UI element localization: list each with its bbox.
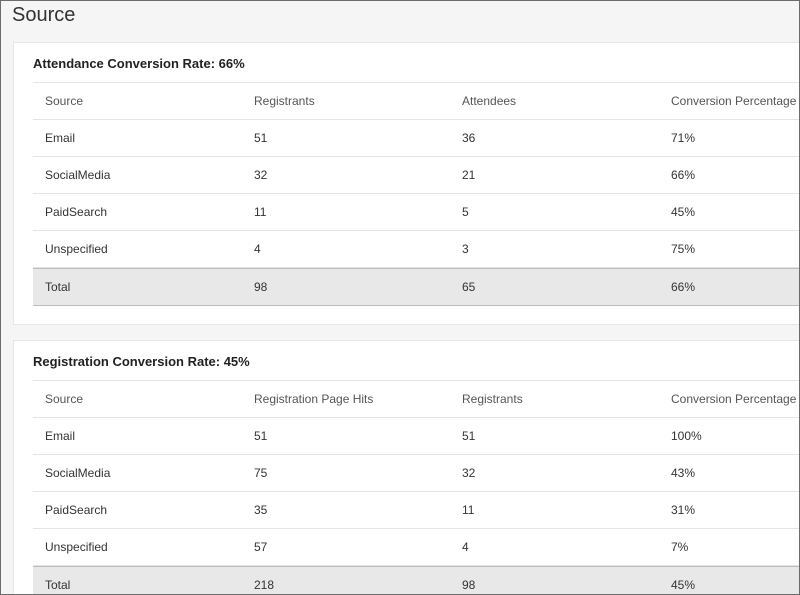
total-attendees: 65 bbox=[462, 280, 476, 294]
table-row: Email 51 36 71% bbox=[33, 120, 799, 157]
column-header-attendees[interactable]: Attendees bbox=[462, 94, 517, 108]
column-header-registration-page-hits[interactable]: Registration Page Hits bbox=[254, 392, 374, 406]
column-header-conversion-percentage[interactable]: Conversion Percentage bbox=[671, 94, 797, 108]
registration-table: Source Registration Page Hits Registrant… bbox=[33, 380, 799, 594]
total-registrants: 98 bbox=[462, 578, 476, 592]
table-total-row: Total 98 65 66% bbox=[33, 268, 799, 306]
attendance-panel: Attendance Conversion Rate: 66% Source R… bbox=[13, 42, 799, 325]
source-cell: Unspecified bbox=[45, 242, 108, 256]
page-hits-cell: 75 bbox=[254, 466, 268, 480]
conversion-cell: 45% bbox=[671, 205, 696, 219]
source-cell: SocialMedia bbox=[45, 168, 111, 182]
column-header-source[interactable]: Source bbox=[45, 94, 84, 108]
registrants-cell: 11 bbox=[462, 503, 475, 517]
registrants-cell: 32 bbox=[254, 168, 268, 182]
table-row: SocialMedia 32 21 66% bbox=[33, 157, 799, 194]
column-header-source[interactable]: Source bbox=[45, 392, 84, 406]
attendees-cell: 36 bbox=[462, 131, 476, 145]
total-registrants: 98 bbox=[254, 280, 268, 294]
attendees-cell: 5 bbox=[462, 205, 469, 219]
total-label: Total bbox=[45, 280, 71, 294]
conversion-cell: 31% bbox=[671, 503, 696, 517]
conversion-cell: 100% bbox=[671, 429, 702, 443]
total-conversion: 45% bbox=[671, 578, 696, 592]
attendance-table: Source Registrants Attendees Conversion … bbox=[33, 82, 799, 306]
registration-heading: Registration Conversion Rate: 45% bbox=[33, 354, 250, 369]
table-header-row: Source Registration Page Hits Registrant… bbox=[33, 381, 799, 418]
source-cell: Unspecified bbox=[45, 540, 108, 554]
table-header-row: Source Registrants Attendees Conversion … bbox=[33, 83, 799, 120]
attendees-cell: 3 bbox=[462, 242, 469, 256]
table-row: SocialMedia 75 32 43% bbox=[33, 455, 799, 492]
registration-panel: Registration Conversion Rate: 45% Source… bbox=[13, 340, 799, 594]
conversion-cell: 71% bbox=[671, 131, 696, 145]
table-row: Unspecified 4 3 75% bbox=[33, 231, 799, 268]
page-title: Source bbox=[12, 4, 76, 26]
table-row: PaidSearch 35 11 31% bbox=[33, 492, 799, 529]
registrants-cell: 11 bbox=[254, 205, 267, 219]
source-cell: SocialMedia bbox=[45, 466, 111, 480]
table-row: PaidSearch 11 5 45% bbox=[33, 194, 799, 231]
registrants-cell: 51 bbox=[254, 131, 268, 145]
conversion-cell: 66% bbox=[671, 168, 696, 182]
attendees-cell: 21 bbox=[462, 168, 476, 182]
attendance-heading: Attendance Conversion Rate: 66% bbox=[33, 56, 245, 71]
source-cell: PaidSearch bbox=[45, 205, 108, 219]
table-row: Email 51 51 100% bbox=[33, 418, 799, 455]
total-conversion: 66% bbox=[671, 280, 696, 294]
page-hits-cell: 51 bbox=[254, 429, 268, 443]
column-header-registrants[interactable]: Registrants bbox=[254, 94, 315, 108]
page-hits-cell: 35 bbox=[254, 503, 268, 517]
table-total-row: Total 218 98 45% bbox=[33, 566, 799, 594]
page-hits-cell: 57 bbox=[254, 540, 268, 554]
registrants-cell: 32 bbox=[462, 466, 476, 480]
source-cell: Email bbox=[45, 429, 76, 443]
source-cell: Email bbox=[45, 131, 76, 145]
conversion-cell: 75% bbox=[671, 242, 696, 256]
registrants-cell: 4 bbox=[462, 540, 469, 554]
conversion-cell: 7% bbox=[671, 540, 689, 554]
column-header-conversion-percentage[interactable]: Conversion Percentage bbox=[671, 392, 797, 406]
source-cell: PaidSearch bbox=[45, 503, 108, 517]
total-label: Total bbox=[45, 578, 71, 592]
table-row: Unspecified 57 4 7% bbox=[33, 529, 799, 566]
registrants-cell: 4 bbox=[254, 242, 261, 256]
total-page-hits: 218 bbox=[254, 578, 275, 592]
registrants-cell: 51 bbox=[462, 429, 476, 443]
conversion-cell: 43% bbox=[671, 466, 696, 480]
column-header-registrants[interactable]: Registrants bbox=[462, 392, 523, 406]
